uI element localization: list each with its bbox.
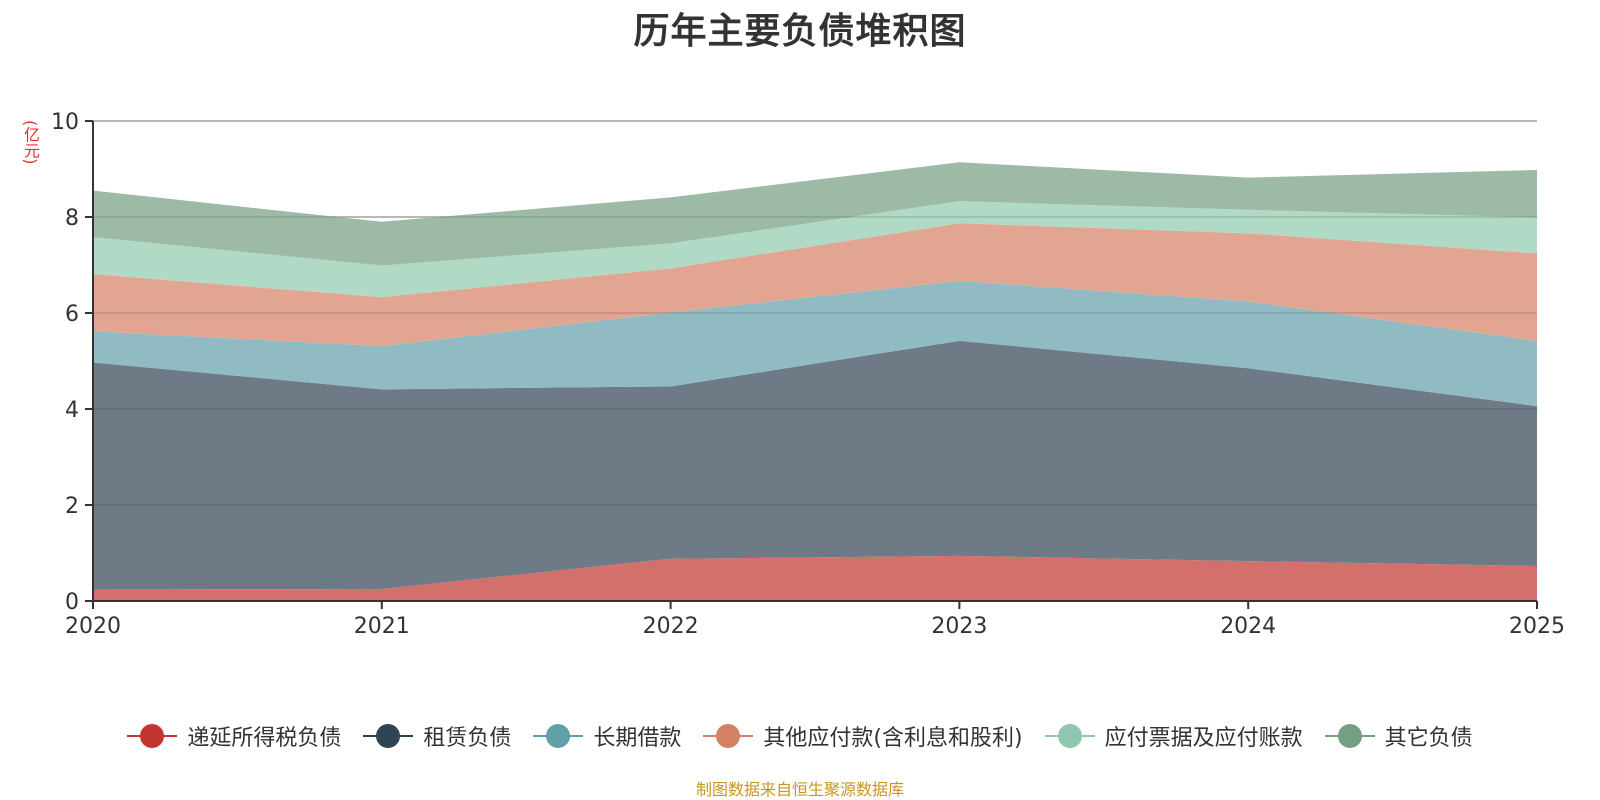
legend-item[interactable]: 长期借款 (533, 720, 681, 752)
legend-label: 其他应付款(含利息和股利) (763, 726, 1023, 751)
y-tick-label: 0 (65, 590, 79, 615)
stacked-area-chart: 0 2 4 6 8 10 2020 2021 2022 2023 2024 2025 (51, 110, 1565, 639)
area-1 (93, 340, 1537, 590)
area-4 (93, 201, 1537, 298)
chart-legend: 递延所得税负债 租赁负债 长期借款 其他应付款(含利息和股利) 应付票据及应付账款 其它负… (0, 716, 1600, 756)
axes: 0 2 4 6 8 10 2020 2021 2022 2023 2024 2025 (51, 110, 1565, 639)
legend-item[interactable]: 递延所得税负债 (127, 720, 341, 752)
area-0 (93, 555, 1537, 601)
legend-label: 长期借款 (593, 726, 682, 751)
legend-label: 递延所得税负债 (187, 726, 342, 751)
y-tick-label: 10 (51, 110, 79, 135)
x-tick-label: 2024 (1220, 614, 1276, 639)
legend-item[interactable]: 租赁负债 (363, 720, 511, 752)
legend-item[interactable]: 应付票据及应付账款 (1044, 720, 1303, 752)
area-5 (93, 162, 1537, 266)
legend-marker-icon (533, 723, 584, 749)
area-series (93, 120, 1537, 601)
y-tick-label: 6 (65, 302, 79, 327)
legend-marker-icon (363, 723, 414, 749)
x-tick-label: 2025 (1509, 614, 1565, 639)
x-tick-label: 2020 (65, 614, 121, 639)
x-tick-label: 2023 (931, 614, 987, 639)
y-tick-label: 4 (65, 398, 79, 423)
legend-label: 租赁负债 (423, 726, 512, 751)
legend-marker-icon (1324, 723, 1375, 749)
legend-item[interactable]: 其他应付款(含利息和股利) (703, 720, 1023, 752)
x-tick-label: 2021 (354, 614, 410, 639)
legend-item[interactable]: 其它负债 (1324, 720, 1473, 752)
y-axis-unit-label: (亿元) (21, 120, 40, 165)
legend-label: 应付票据及应付账款 (1104, 726, 1303, 751)
area-2 (93, 280, 1537, 407)
legend-marker-icon (1044, 723, 1095, 749)
y-tick-label: 2 (65, 494, 79, 519)
x-tick-label: 2022 (643, 614, 699, 639)
legend-marker-icon (703, 723, 754, 749)
chart-title: 历年主要负债堆积图 (633, 11, 967, 52)
data-source-note: 制图数据来自恒生聚源数据库 (695, 780, 904, 799)
y-tick-label: 8 (65, 206, 79, 231)
area-3 (93, 223, 1537, 347)
legend-label: 其它负债 (1384, 726, 1473, 751)
legend-marker-icon (127, 723, 178, 749)
